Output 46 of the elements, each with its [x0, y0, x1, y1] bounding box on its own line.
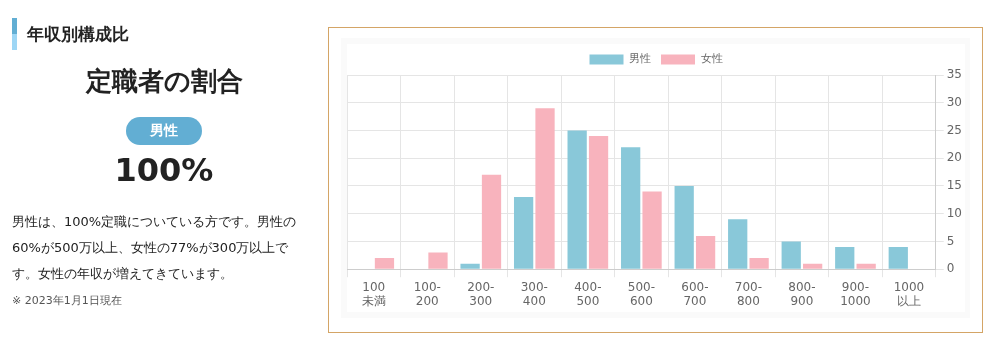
- bar: [749, 258, 769, 269]
- text: ※ 2023年1月1日現在: [12, 293, 123, 308]
- text: 男性: [126, 117, 202, 145]
- text: 年収別構成比: [27, 22, 129, 46]
- y-tick-label: 10: [946, 205, 963, 220]
- x-tick-label: 700- 800: [734, 279, 763, 308]
- x-tick-label: 400- 500: [574, 279, 602, 308]
- bar: [674, 185, 694, 269]
- bar: [588, 136, 609, 269]
- x-tick-label: 800- 900: [788, 279, 816, 308]
- bar: [781, 241, 801, 269]
- x-tick-label: 100- 200: [413, 279, 441, 308]
- bar: [803, 263, 823, 269]
- y-tick-label: 25: [946, 122, 963, 137]
- x-tick-label: 100 未満: [361, 279, 386, 308]
- x-tick-label: 300- 400: [520, 279, 548, 308]
- bar: [535, 108, 555, 269]
- chart-subtitle: 定職者の割合: [84, 65, 244, 98]
- bar: [835, 247, 855, 269]
- x-tick-label: 200- 300: [467, 279, 495, 308]
- y-tick-label: 0: [946, 261, 955, 276]
- y-tick-label: 20: [946, 150, 963, 165]
- legend-label: 男性: [629, 52, 651, 66]
- legend-label: 女性: [700, 52, 723, 66]
- bar: [856, 263, 876, 269]
- x-tick-label: 600- 700: [681, 279, 709, 308]
- text: 男性は、100%定職についている方です。男性の60%が500万以上、女性の77%が300万以上です。女性の年収が増えてきています。: [12, 213, 298, 283]
- y-tick-label: 30: [946, 94, 963, 109]
- bar: [695, 235, 716, 269]
- bar: [621, 147, 641, 269]
- bar: [460, 263, 480, 269]
- bar: [642, 191, 662, 269]
- bar: [513, 197, 534, 269]
- x-tick-label: 1000 以上: [893, 279, 925, 308]
- bar: [481, 174, 502, 269]
- bar: [374, 258, 395, 269]
- y-tick-label: 35: [946, 67, 963, 82]
- text: 100%: [113, 151, 215, 189]
- bar: [728, 219, 748, 269]
- bar: [567, 130, 587, 269]
- x-tick-label: 900- 1000: [840, 279, 871, 308]
- bar: [428, 252, 448, 269]
- x-tick-label: 500- 600: [627, 279, 655, 308]
- y-tick-label: 5: [946, 233, 955, 248]
- y-tick-label: 15: [946, 178, 963, 193]
- bar: [888, 247, 908, 269]
